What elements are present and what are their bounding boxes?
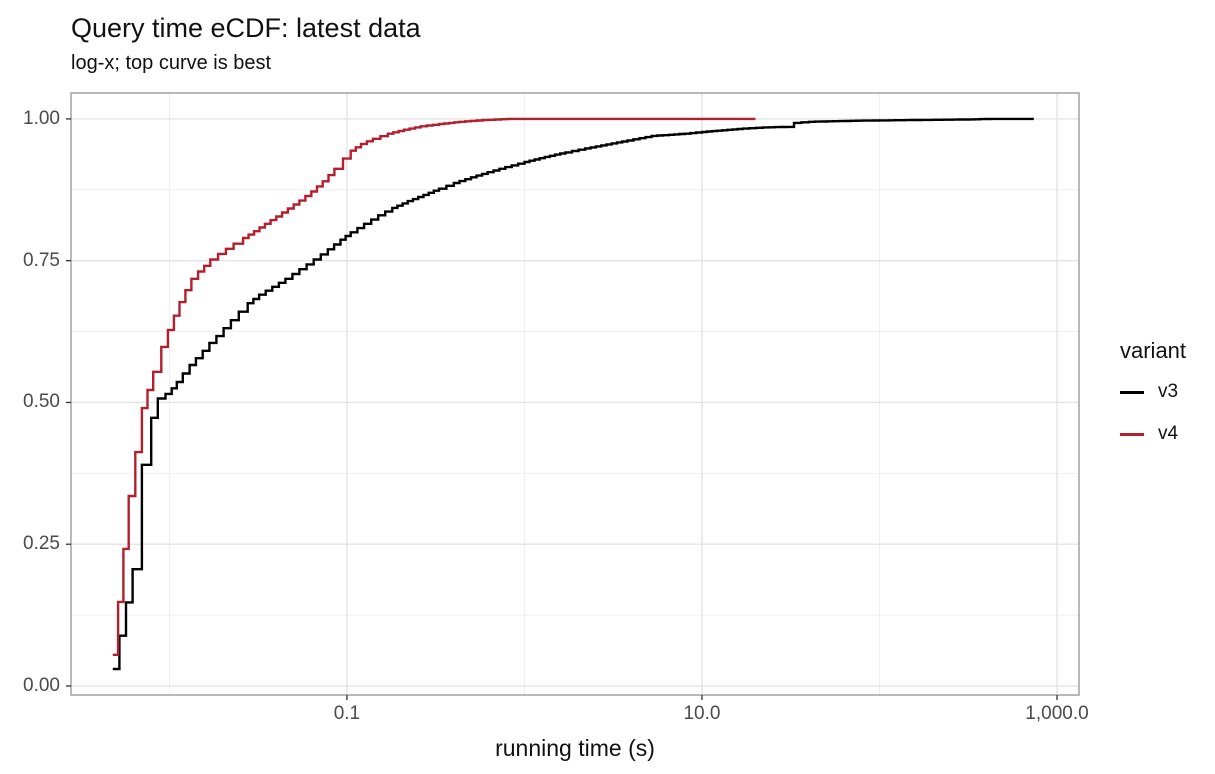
ecdf-curves — [112, 117, 1034, 671]
v3-line-swatch — [1120, 390, 1144, 394]
x-tick-label: 1,000.0 — [1025, 703, 1089, 724]
y-tick-label: 0.50 — [23, 391, 60, 413]
v3-ecdf-curve — [112, 117, 1034, 671]
chart-title: Query time eCDF: latest data — [71, 13, 421, 43]
y-tick-label: 1.00 — [23, 107, 60, 129]
legend-label-v4: v4 — [1158, 423, 1179, 444]
v4-ecdf-curve — [112, 117, 756, 656]
y-tick-label: 0.75 — [23, 249, 60, 271]
chart-subtitle: log-x; top curve is best — [71, 52, 272, 74]
legend-label-v3: v3 — [1158, 381, 1179, 402]
x-axis-title: running time (s) — [495, 735, 655, 761]
legend: variant v3 v4 — [1120, 338, 1186, 466]
x-tick-label: 0.1 — [333, 703, 361, 724]
v4-line-swatch — [1120, 432, 1144, 436]
panel-border — [70, 92, 1080, 696]
y-tick-label: 0.25 — [23, 533, 60, 555]
y-tick-label: 0.00 — [23, 674, 60, 696]
gridlines-major — [71, 93, 1079, 695]
legend-item-v3: v3 — [1120, 381, 1186, 402]
legend-item-v4: v4 — [1120, 423, 1186, 444]
axis-tick-marks — [66, 118, 1058, 700]
legend-title: variant — [1120, 338, 1187, 363]
gridlines-minor — [71, 93, 1079, 695]
x-tick-label: 10.0 — [683, 703, 721, 724]
